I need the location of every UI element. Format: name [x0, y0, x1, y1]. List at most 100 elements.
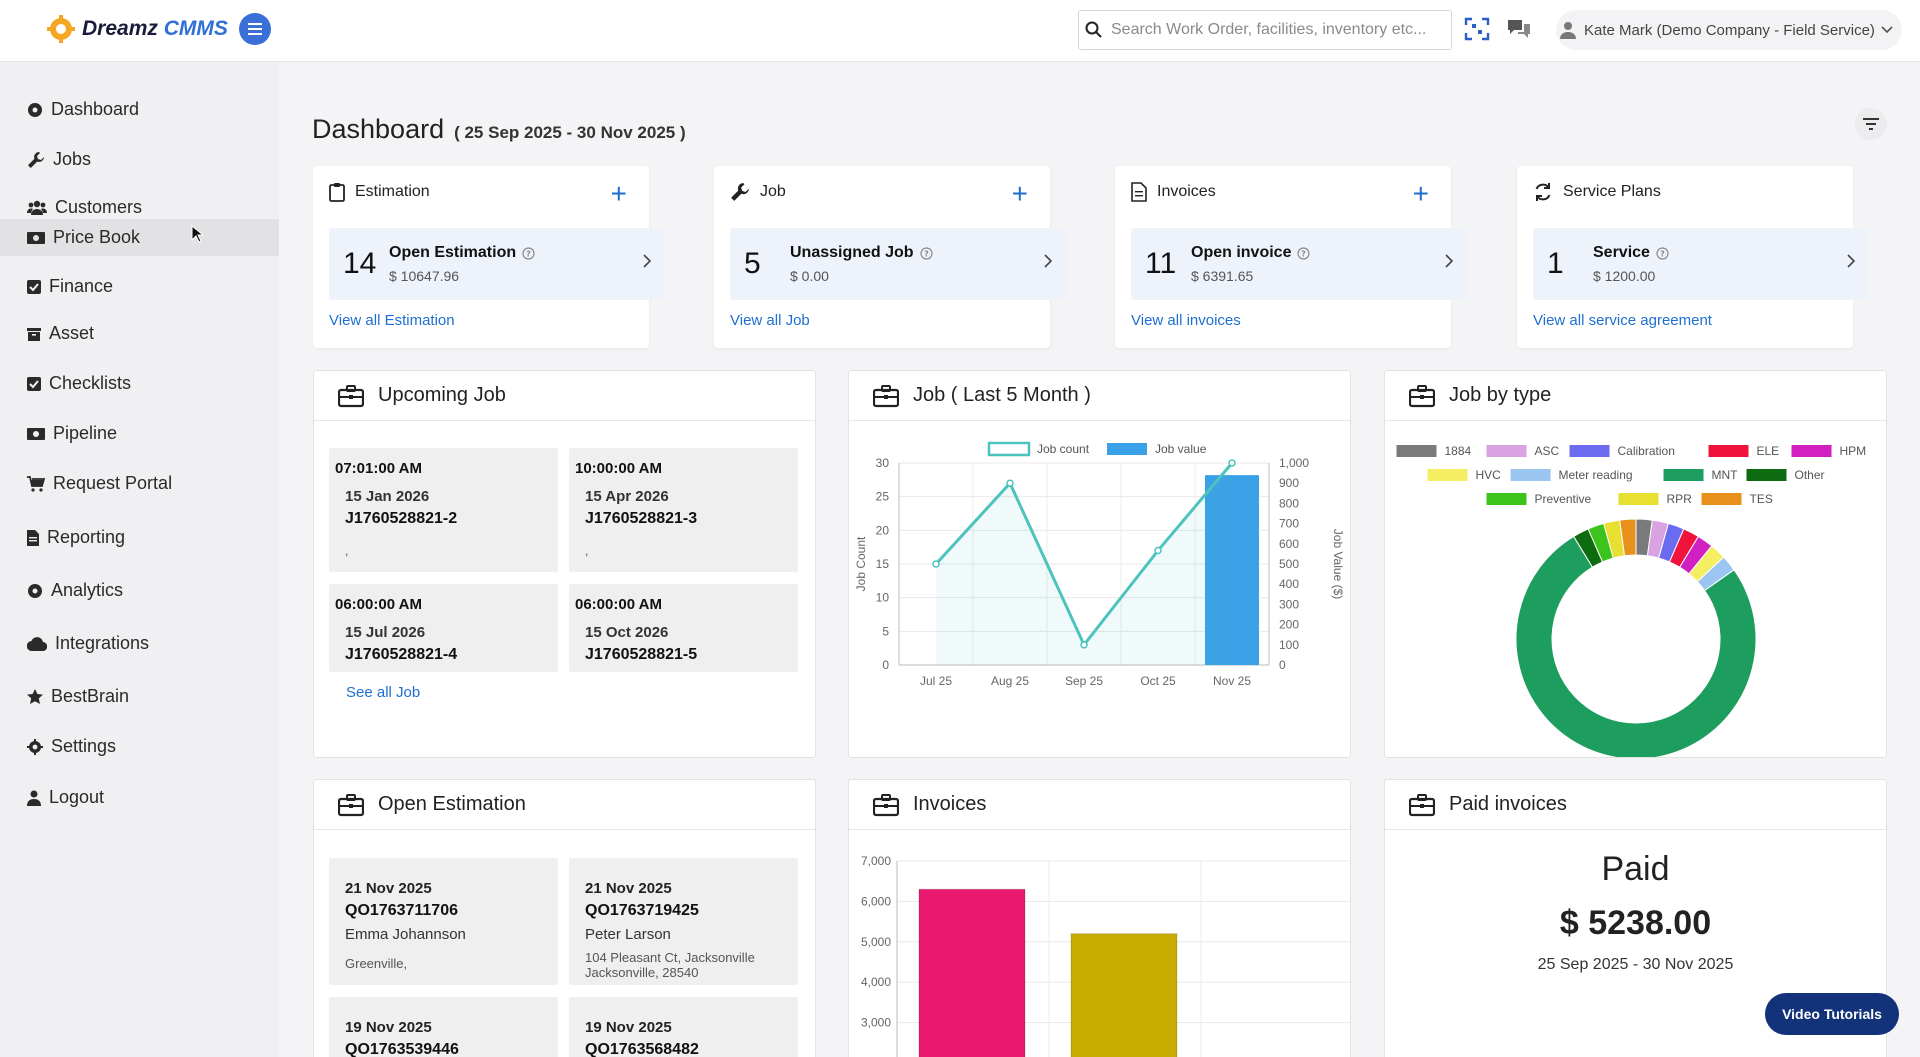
stat-amount: $ 10647.96: [389, 268, 460, 284]
job-date: 15 Apr 2026: [585, 488, 669, 505]
view-all-job-link[interactable]: View all Job: [730, 312, 810, 329]
y-right-tick-label: 1,000: [1279, 456, 1309, 470]
sidebar-item-checklists[interactable]: Checklists: [0, 365, 279, 402]
menu-toggle-button[interactable]: [239, 13, 271, 45]
legend-swatch: [1701, 493, 1742, 505]
sidebar-item-jobs[interactable]: Jobs: [0, 141, 279, 178]
user-menu[interactable]: Kate Mark (Demo Company - Field Service): [1556, 10, 1902, 50]
chat-icon[interactable]: [1506, 18, 1532, 40]
upcoming-job-card[interactable]: 06:00:00 AM 15 Jul 2026 J1760528821-4: [329, 584, 558, 672]
gear-logo-icon: [47, 15, 75, 43]
see-all-job-link[interactable]: See all Job: [346, 684, 421, 701]
legend-label: TES: [1750, 492, 1773, 506]
stat-summary[interactable]: 11 Open invoice ? $ 6391.65: [1131, 228, 1467, 300]
legend-swatch: [1569, 445, 1610, 457]
estimation-card[interactable]: 21 Nov 2025 QO1763711706 Emma Johannson …: [329, 858, 558, 985]
chevron-right-icon: [1847, 254, 1855, 268]
point-job-count: [1006, 479, 1014, 487]
job-time: 10:00:00 AM: [575, 460, 662, 477]
sidebar-item-dashboard[interactable]: Dashboard: [0, 91, 279, 128]
view-all-service-agreement-link[interactable]: View all service agreement: [1533, 312, 1712, 329]
legend-label: Preventive: [1535, 492, 1592, 506]
view-all-invoices-link[interactable]: View all invoices: [1131, 312, 1241, 329]
area-job-count: [936, 463, 1232, 665]
job-time: 06:00:00 AM: [575, 596, 662, 613]
app-logo[interactable]: Dreamz CMMS: [46, 14, 228, 44]
svg-text:?: ?: [1302, 249, 1307, 258]
date-range: ( 25 Sep 2025 - 30 Nov 2025 ): [454, 123, 686, 142]
x-tick-label: Sep 25: [1065, 674, 1103, 688]
view-all-estimation-link[interactable]: View all Estimation: [329, 312, 455, 329]
stat-title: Invoices: [1157, 183, 1216, 200]
estimation-customer: Peter Larson: [585, 926, 671, 943]
upcoming-job-card[interactable]: 07:01:00 AM 15 Jan 2026 J1760528821-2 ,: [329, 448, 558, 572]
sidebar-item-asset[interactable]: Asset: [0, 315, 279, 352]
panel-header: Invoices: [849, 780, 1350, 830]
point-job-count: [1228, 459, 1236, 467]
sidebar-item-price-book[interactable]: Price Book: [0, 219, 279, 256]
svg-text:?: ?: [924, 249, 929, 258]
stat-amount: $ 0.00: [790, 268, 829, 284]
x-tick-label: Jul 25: [920, 674, 952, 688]
scan-icon[interactable]: [1464, 16, 1490, 42]
y-tick-label: 25: [876, 490, 890, 504]
legend-swatch: [1618, 493, 1659, 505]
sidebar-item-pipeline[interactable]: Pipeline: [0, 415, 279, 452]
chevron-right-icon: [1044, 254, 1052, 268]
sidebar-item-analytics[interactable]: Analytics: [0, 572, 279, 609]
stat-title: Estimation: [355, 183, 430, 200]
stat-label: Open Estimation: [389, 244, 517, 261]
stat-count: 1: [1547, 247, 1564, 280]
job-address: ,: [345, 544, 349, 558]
sidebar-item-settings[interactable]: Settings: [0, 728, 279, 765]
sidebar-item-integrations[interactable]: Integrations: [0, 625, 279, 662]
money-icon: [27, 427, 45, 440]
estimation-card[interactable]: 19 Nov 2025 QO1763539446: [329, 997, 558, 1057]
panel-header: Job ( Last 5 Month ): [849, 371, 1350, 421]
filter-button[interactable]: [1855, 108, 1887, 140]
y-right-tick-label: 400: [1279, 577, 1299, 591]
user-icon: [27, 790, 41, 806]
stat-summary[interactable]: 14 Open Estimation ? $ 10647.96: [329, 228, 665, 300]
stat-card-header: Service Plans: [1533, 182, 1661, 202]
sidebar-item-logout[interactable]: Logout: [0, 779, 279, 816]
y-right-tick-label: 900: [1279, 476, 1299, 490]
video-tutorials-button[interactable]: Video Tutorials: [1765, 993, 1899, 1035]
filter-icon: [1863, 118, 1879, 130]
y-tick-label: 3,000: [861, 1016, 891, 1030]
stat-title: Job: [760, 183, 786, 200]
legend-label: Job value: [1155, 442, 1207, 456]
chevron-down-icon: [1881, 26, 1893, 34]
legend-swatch-job-count: [987, 441, 1031, 457]
job-date: 15 Oct 2026: [585, 624, 669, 641]
job-code: J1760528821-4: [345, 646, 458, 663]
sidebar-item-reporting[interactable]: Reporting: [0, 519, 279, 556]
add-estimation-button[interactable]: +: [610, 178, 627, 209]
search-icon: [1085, 21, 1102, 38]
sidebar-item-finance[interactable]: Finance: [0, 268, 279, 305]
briefcase-icon: [1409, 384, 1435, 407]
sidebar-item-bestbrain[interactable]: BestBrain: [0, 678, 279, 715]
sidebar-item-customers[interactable]: Customers: [0, 189, 279, 226]
star-icon: [27, 688, 43, 704]
y-right-tick-label: 600: [1279, 537, 1299, 551]
bar-invoice: [1070, 933, 1178, 1057]
estimation-card[interactable]: 19 Nov 2025 QO1763568482: [569, 997, 798, 1057]
stat-card-estimation: Estimation + 14 Open Estimation ? $ 1064…: [313, 166, 665, 348]
search-input[interactable]: [1111, 21, 1441, 39]
job-code: J1760528821-3: [585, 510, 698, 527]
upcoming-job-card[interactable]: 06:00:00 AM 15 Oct 2026 J1760528821-5: [569, 584, 798, 672]
estimation-card[interactable]: 21 Nov 2025 QO1763719425 Peter Larson 10…: [569, 858, 798, 985]
add-job-button[interactable]: +: [1011, 178, 1028, 209]
stat-summary[interactable]: 5 Unassigned Job ? $ 0.00: [730, 228, 1066, 300]
add-invoice-button[interactable]: +: [1412, 178, 1429, 209]
briefcase-icon: [873, 384, 899, 407]
upcoming-job-panel: Upcoming Job 07:01:00 AM 15 Jan 2026 J17…: [313, 370, 816, 758]
sidebar-item-request-portal[interactable]: Request Portal: [0, 465, 279, 502]
panel-header: Job by type: [1385, 371, 1886, 421]
stat-summary[interactable]: 1 Service ? $ 1200.00: [1533, 228, 1869, 300]
panel-title: Job ( Last 5 Month ): [913, 384, 1091, 406]
upcoming-job-card[interactable]: 10:00:00 AM 15 Apr 2026 J1760528821-3 ,: [569, 448, 798, 572]
search-box[interactable]: [1078, 10, 1452, 50]
wrench-icon: [28, 151, 44, 168]
